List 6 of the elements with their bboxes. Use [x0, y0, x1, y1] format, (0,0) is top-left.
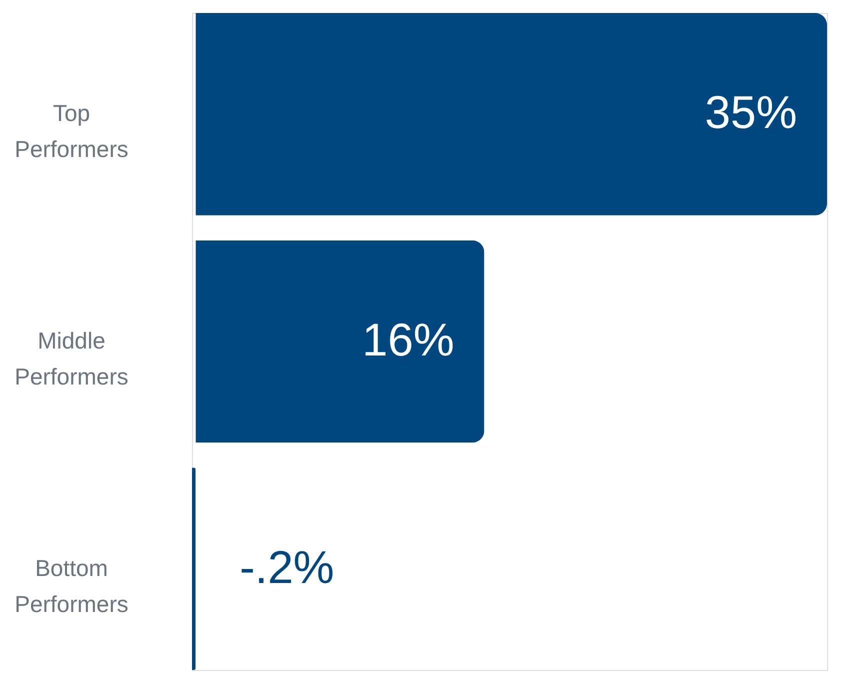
data-label: 16%	[362, 314, 454, 366]
y-tick-label: Bottom Performers	[14, 554, 128, 617]
y-tick-label: Middle Performers	[14, 328, 128, 390]
data-label: 35%	[704, 86, 797, 138]
y-tick-label: Top Performers	[14, 100, 128, 162]
data-label: -.2%	[240, 540, 334, 593]
